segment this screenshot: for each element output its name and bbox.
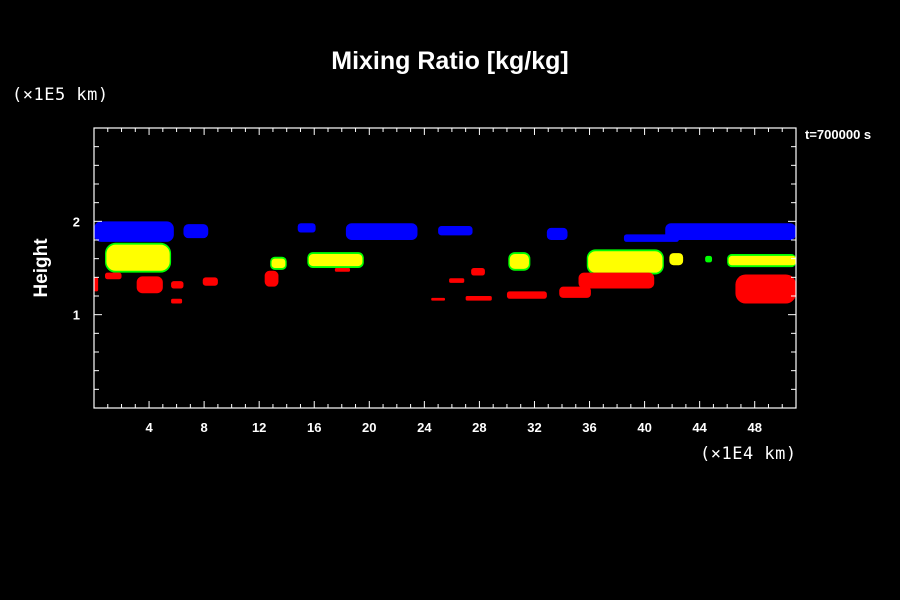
mixing-ratio-blue-region: [94, 221, 174, 242]
mixing-ratio-red-region: [171, 298, 183, 304]
mixing-ratio-red-region: [105, 272, 122, 280]
mixing-ratio-red-region: [94, 277, 99, 292]
x-tick-label: 8: [201, 420, 208, 435]
mixing-ratio-red-region: [449, 278, 465, 283]
mixing-ratio-red-region: [202, 277, 218, 286]
x-tick-label: 40: [637, 420, 651, 435]
y-tick-label: 2: [73, 214, 80, 229]
data-layer: [94, 221, 796, 304]
mixing-ratio-blue-region: [183, 224, 209, 239]
time-annotation: t=700000 s: [805, 127, 872, 142]
plot-frame: [93, 127, 797, 409]
mixing-ratio-blue-region: [345, 223, 418, 240]
mixing-ratio-red-region: [334, 268, 351, 272]
x-tick-label: 32: [527, 420, 541, 435]
mixing-ratio-red-region: [578, 272, 655, 289]
mixing-ratio-yellow-region: [509, 254, 529, 269]
mixing-ratio-yellow-region: [106, 244, 170, 271]
mixing-ratio-red-region: [735, 274, 796, 304]
mixing-ratio-yellow-region: [588, 251, 663, 273]
x-tick-label: 44: [692, 420, 707, 435]
mixing-ratio-yellow-region: [669, 253, 684, 266]
x-tick-label: 48: [747, 420, 761, 435]
x-axis-unit: (×1E4 km): [700, 444, 797, 464]
mixing-ratio-green-region: [705, 255, 713, 263]
mixing-ratio-red-region: [506, 291, 547, 299]
x-tick-label: 36: [582, 420, 596, 435]
mixing-ratio-yellow-region: [728, 255, 796, 266]
mixing-ratio-yellow-region: [271, 258, 286, 268]
mixing-ratio-red-region: [559, 286, 591, 298]
y-tick-label: 1: [73, 308, 80, 323]
mixing-ratio-blue-region: [438, 226, 473, 236]
mixing-ratio-red-region: [264, 270, 279, 287]
x-tick-label: 28: [472, 420, 486, 435]
x-tick-label: 24: [417, 420, 432, 435]
mixing-ratio-red-region: [136, 276, 163, 294]
mixing-ratio-red-region: [171, 281, 184, 289]
mixing-ratio-blue-region: [297, 223, 316, 233]
mixing-ratio-blue-region: [665, 223, 796, 240]
mixing-ratio-yellow-region: [308, 254, 363, 267]
mixing-ratio-red-region: [471, 268, 485, 276]
chart-title: Mixing Ratio [kg/kg]: [331, 47, 569, 75]
y-axis-unit: (×1E5 km): [12, 85, 109, 105]
mixing-ratio-red-region: [431, 297, 445, 301]
mixing-ratio-blue-region: [623, 234, 679, 242]
mixing-ratio-red-region: [465, 296, 492, 301]
x-tick-label: 16: [307, 420, 321, 435]
mixing-ratio-blue-region: [546, 227, 568, 240]
x-tick-label: 12: [252, 420, 266, 435]
x-tick-label: 4: [145, 420, 153, 435]
x-tick-label: 20: [362, 420, 376, 435]
